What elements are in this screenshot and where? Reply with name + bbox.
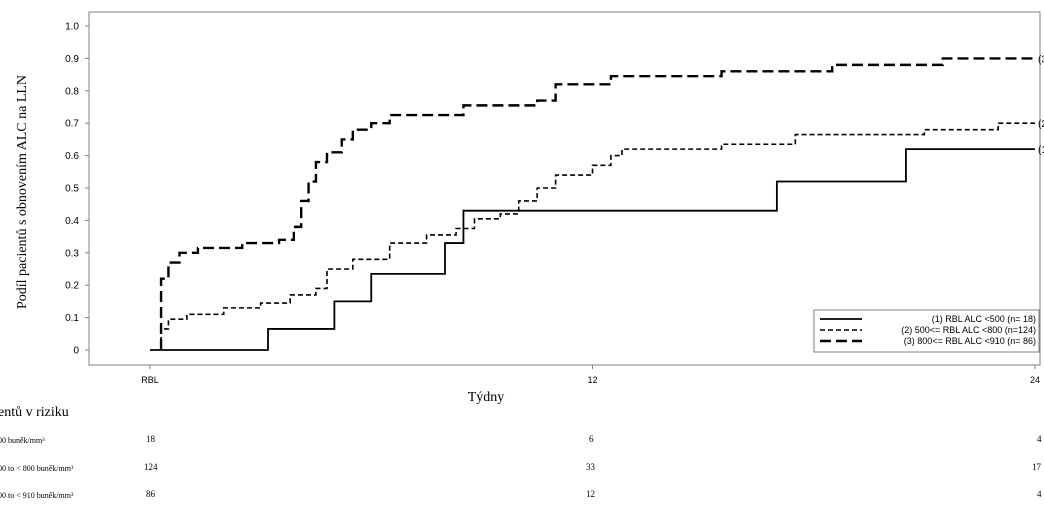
legend-label: (1) RBL ALC <500 (n= 18) bbox=[932, 314, 1036, 324]
risk-value: 12 bbox=[586, 489, 595, 499]
x-tick-label: RBL bbox=[141, 375, 159, 385]
series-end-label: (1 bbox=[1038, 145, 1044, 156]
y-tick-label: 1.0 bbox=[65, 22, 79, 33]
risk-value: 124 bbox=[144, 462, 158, 472]
x-tick-label: 24 bbox=[1030, 375, 1040, 385]
legend: (1) RBL ALC <500 (n= 18)(2) 500<= RBL AL… bbox=[813, 309, 1040, 353]
y-tick-label: 0.2 bbox=[65, 281, 79, 292]
x-axis-title: Týdny bbox=[468, 390, 505, 405]
y-tick-label: 0.8 bbox=[65, 86, 79, 97]
series-layer: (1 (2 (3 bbox=[150, 54, 1044, 351]
y-axis-title: Podíl pacientů s obnovením ALC na LLN bbox=[15, 75, 30, 309]
y-tick-label: 0.7 bbox=[65, 119, 79, 130]
y-tick-label: 0 bbox=[73, 346, 79, 357]
y-tick-label: 0.5 bbox=[65, 184, 79, 195]
risk-value: 86 bbox=[146, 489, 155, 499]
risk-row-label: 500 to < 800 buněk/mm³ bbox=[0, 464, 74, 473]
y-tick-label: 0.1 bbox=[65, 313, 79, 324]
y-tick-label: 0.6 bbox=[65, 151, 79, 162]
series-line-1 bbox=[150, 148, 1035, 351]
series-line-2 bbox=[160, 122, 1035, 350]
risk-value: 18 bbox=[146, 434, 155, 444]
series-end-label: (3 bbox=[1038, 54, 1044, 65]
legend-label: (3) 800<= RBL ALC <910 (n= 86) bbox=[904, 336, 1036, 346]
risk-value: 6 bbox=[589, 434, 594, 444]
series-line-3 bbox=[159, 57, 1035, 350]
legend-box bbox=[813, 309, 1040, 353]
risk-value: 4 bbox=[1037, 489, 1042, 499]
risk-row-label: 800 to < 910 buněk/mm³ bbox=[0, 491, 74, 500]
risk-value: 17 bbox=[1032, 462, 1041, 472]
axes-layer: 0 0.1 0.2 0.3 0.4 0.5 0.6 0.7 0.8 0.9 1.0 RBL 12 24 bbox=[65, 11, 1041, 385]
risk-row-label: 500 buněk/mm³ bbox=[0, 436, 45, 445]
y-tick-label: 0.4 bbox=[65, 216, 79, 227]
series-end-label: (2 bbox=[1038, 119, 1044, 130]
risk-value: 4 bbox=[1037, 434, 1042, 444]
risk-table-title: entů v riziku bbox=[0, 405, 69, 420]
risk-value: 33 bbox=[586, 462, 595, 472]
y-tick-label: 0.9 bbox=[65, 54, 79, 65]
y-tick-label: 0.3 bbox=[65, 248, 79, 259]
legend-label: (2) 500<= RBL ALC <800 (n=124) bbox=[901, 325, 1036, 335]
x-tick-label: 12 bbox=[587, 375, 597, 385]
